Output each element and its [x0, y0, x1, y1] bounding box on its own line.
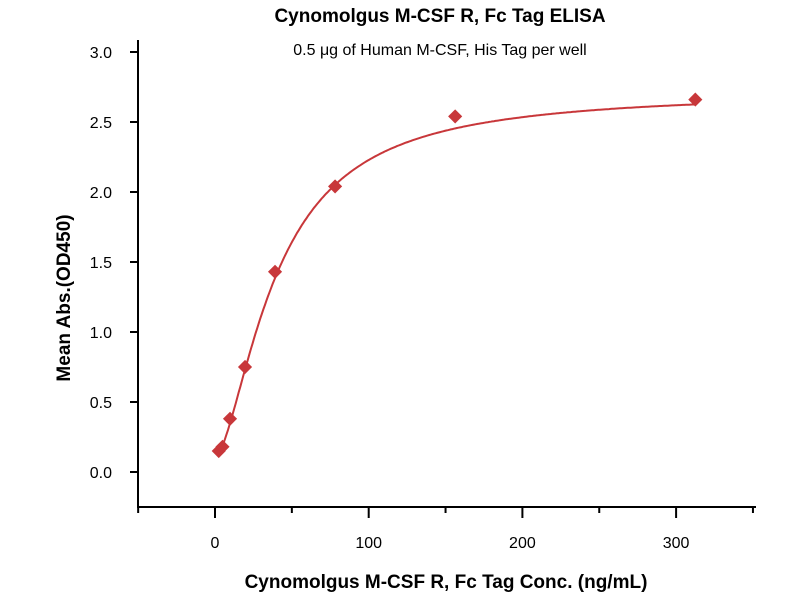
- y-tick-label: 0.0: [90, 465, 112, 482]
- data-point: [448, 109, 463, 124]
- y-tick-label: 1.0: [90, 325, 112, 342]
- y-tick-label: 0.5: [90, 395, 112, 412]
- y-axis-label: Mean Abs.(OD450): [54, 214, 75, 381]
- x-tick-label: 200: [509, 535, 536, 552]
- y-tick-label: 2.5: [90, 115, 112, 132]
- data-point: [215, 439, 230, 454]
- chart-subtitle: 0.5 μg of Human M-CSF, His Tag per well: [293, 42, 586, 59]
- y-tick-label: 3.0: [90, 45, 112, 62]
- y-tick-label: 1.5: [90, 255, 112, 272]
- x-tick-label: 100: [355, 535, 382, 552]
- y-tick-label: 2.0: [90, 185, 112, 202]
- data-point: [237, 359, 253, 375]
- data-point: [267, 264, 283, 279]
- data-point: [328, 179, 343, 194]
- data-point: [688, 92, 703, 107]
- data-point: [222, 411, 238, 426]
- x-tick-label: 300: [663, 535, 690, 552]
- fit-curve: [217, 103, 696, 455]
- chart-title: Cynomolgus M-CSF R, Fc Tag ELISA: [274, 6, 605, 27]
- x-axis-label: Cynomolgus M-CSF R, Fc Tag Conc. (ng/mL): [245, 572, 648, 593]
- x-tick-label: 0: [211, 535, 220, 552]
